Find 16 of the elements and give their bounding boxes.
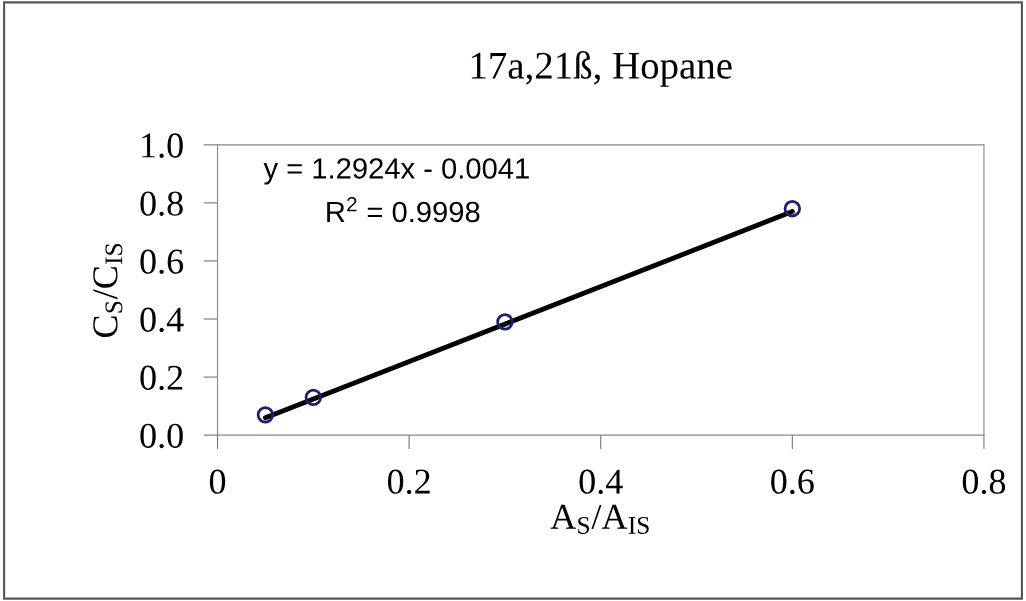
x-tick-label: 0 <box>209 469 226 494</box>
chart-title: 17a,21ß, Hopane <box>471 51 732 87</box>
y-tick-label: 0.0 <box>140 423 183 449</box>
annotation: y = 1.2924x - 0.0041 <box>263 158 529 185</box>
x-tick-label: 0.2 <box>387 469 430 495</box>
y-tick-label: 0.8 <box>140 191 183 216</box>
y-tick-label: 0.6 <box>140 249 184 274</box>
annotation: R$^{2}$ = 0.9998 <box>327 196 480 223</box>
x-axis-title: A$_{S}$/A$_{IS}$ <box>550 504 649 534</box>
x-tick-label: 0.6 <box>771 469 814 495</box>
x-tick-label: 0.4 <box>579 469 623 495</box>
y-axis-title: C$_{S}$/C$_{IS}$ <box>93 243 123 338</box>
x-tick-label: 0.8 <box>962 469 1006 495</box>
y-tick-label: 0.2 <box>140 365 183 391</box>
y-tick-label: 1.0 <box>142 133 183 158</box>
y-tick-label: 0.4 <box>140 307 184 333</box>
